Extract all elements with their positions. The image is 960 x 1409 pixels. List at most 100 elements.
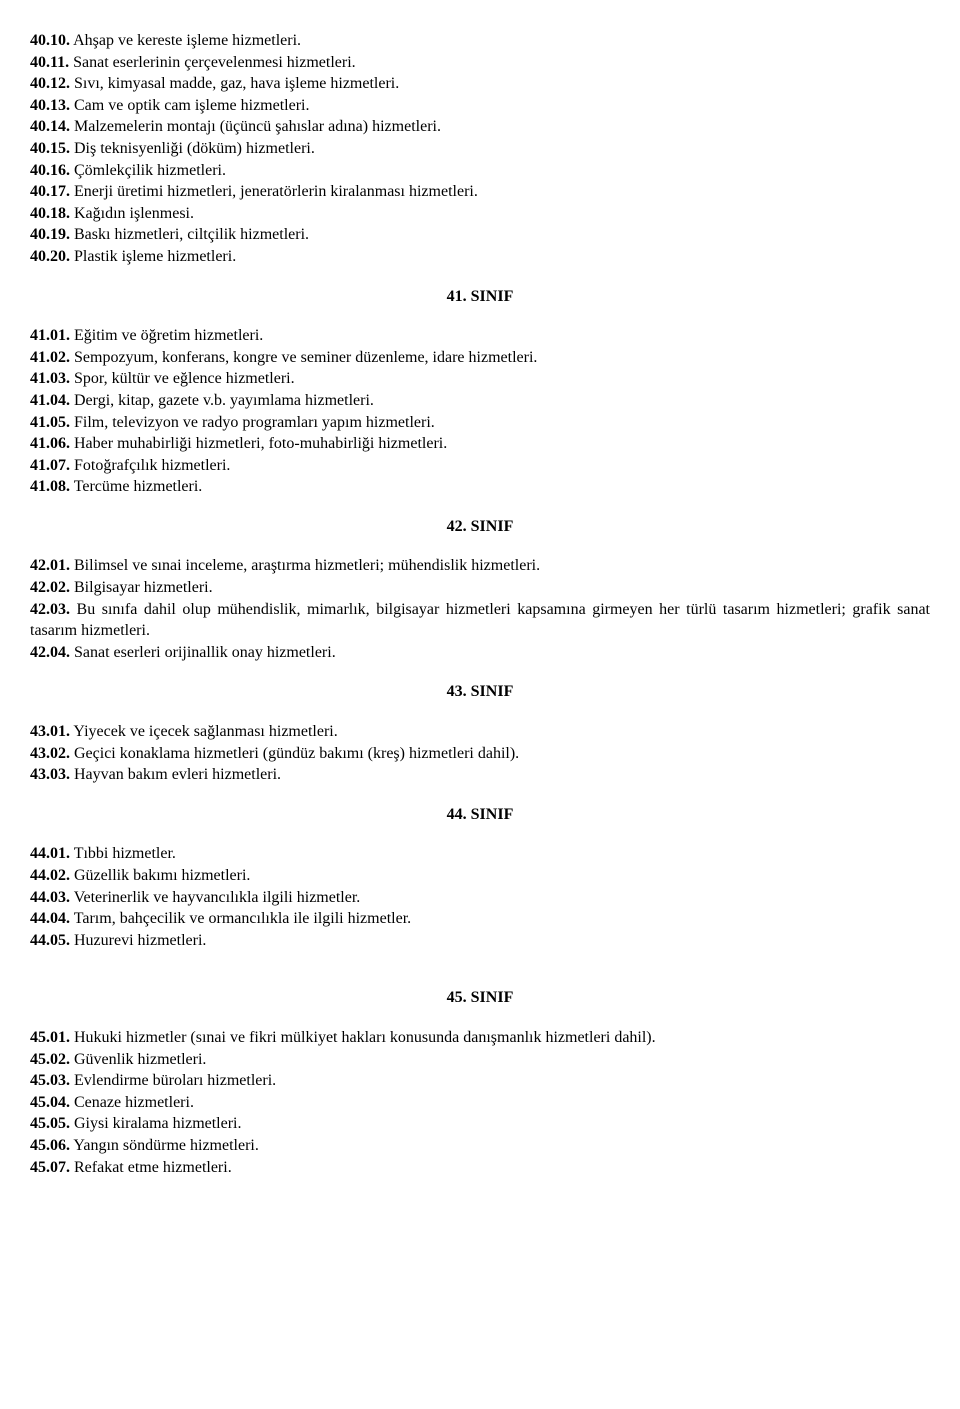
list-item: 43.03. Hayvan bakım evleri hizmetleri. xyxy=(30,764,930,786)
heading-42: 42. SINIF xyxy=(30,516,930,538)
list-item: 40.15. Diş teknisyenliği (döküm) hizmetl… xyxy=(30,138,930,160)
section-42: 42.01. Bilimsel ve sınai inceleme, araşt… xyxy=(30,555,930,663)
item-number: 40.16. xyxy=(30,162,70,179)
item-number: 40.17. xyxy=(30,183,70,200)
item-number: 45.07. xyxy=(30,1159,70,1176)
item-text: Veterinerlik ve hayvancılıkla ilgili hiz… xyxy=(70,889,360,906)
item-number: 45.06. xyxy=(30,1137,70,1154)
item-number: 42.03. xyxy=(30,601,70,618)
item-text: Tercüme hizmetleri. xyxy=(70,478,202,495)
item-number: 45.01. xyxy=(30,1029,70,1046)
item-number: 42.01. xyxy=(30,557,70,574)
list-item: 43.02. Geçici konaklama hizmetleri (günd… xyxy=(30,743,930,765)
list-item: 44.03. Veterinerlik ve hayvancılıkla ilg… xyxy=(30,887,930,909)
item-text: Giysi kiralama hizmetleri. xyxy=(70,1115,242,1132)
list-item: 44.02. Güzellik bakımı hizmetleri. xyxy=(30,865,930,887)
section-40-continued: 40.10. Ahşap ve kereste işleme hizmetler… xyxy=(30,30,930,268)
item-text: Evlendirme büroları hizmetleri. xyxy=(70,1072,276,1089)
item-number: 43.03. xyxy=(30,766,70,783)
item-text: Sempozyum, konferans, kongre ve seminer … xyxy=(70,349,537,366)
item-text: Sanat eserleri orijinallik onay hizmetle… xyxy=(70,644,336,661)
item-text: Güvenlik hizmetleri. xyxy=(70,1051,206,1068)
item-number: 44.03. xyxy=(30,889,70,906)
list-item: 44.01. Tıbbi hizmetler. xyxy=(30,843,930,865)
list-item: 45.06. Yangın söndürme hizmetleri. xyxy=(30,1135,930,1157)
item-number: 40.20. xyxy=(30,248,70,265)
item-text: Film, televizyon ve radyo programları ya… xyxy=(70,414,435,431)
item-number: 40.13. xyxy=(30,97,70,114)
heading-45: 45. SINIF xyxy=(30,987,930,1009)
list-item: 43.01. Yiyecek ve içecek sağlanması hizm… xyxy=(30,721,930,743)
item-text: Cenaze hizmetleri. xyxy=(70,1094,194,1111)
item-text: Çömlekçilik hizmetleri. xyxy=(70,162,226,179)
item-text: Tarım, bahçecilik ve ormancılıkla ile il… xyxy=(70,910,411,927)
item-text: Kağıdın işlenmesi. xyxy=(70,205,194,222)
item-number: 41.02. xyxy=(30,349,70,366)
list-item: 40.14. Malzemelerin montajı (üçüncü şahı… xyxy=(30,116,930,138)
item-text: Geçici konaklama hizmetleri (gündüz bakı… xyxy=(70,745,519,762)
item-number: 40.14. xyxy=(30,118,70,135)
item-number: 40.15. xyxy=(30,140,70,157)
list-item: 44.04. Tarım, bahçecilik ve ormancılıkla… xyxy=(30,908,930,930)
item-number: 45.05. xyxy=(30,1115,70,1132)
item-number: 44.04. xyxy=(30,910,70,927)
heading-41: 41. SINIF xyxy=(30,286,930,308)
item-number: 43.01. xyxy=(30,723,70,740)
list-item: 42.04. Sanat eserleri orijinallik onay h… xyxy=(30,642,930,664)
item-number: 45.04. xyxy=(30,1094,70,1111)
item-text: Malzemelerin montajı (üçüncü şahıslar ad… xyxy=(70,118,441,135)
item-text: Cam ve optik cam işleme hizmetleri. xyxy=(70,97,309,114)
list-item: 45.07. Refakat etme hizmetleri. xyxy=(30,1157,930,1179)
item-text: Fotoğrafçılık hizmetleri. xyxy=(70,457,230,474)
list-item: 41.04. Dergi, kitap, gazete v.b. yayımla… xyxy=(30,390,930,412)
list-item: 45.02. Güvenlik hizmetleri. xyxy=(30,1049,930,1071)
list-item: 40.20. Plastik işleme hizmetleri. xyxy=(30,246,930,268)
item-text: Baskı hizmetleri, ciltçilik hizmetleri. xyxy=(70,226,309,243)
item-text: Spor, kültür ve eğlence hizmetleri. xyxy=(70,370,295,387)
item-text: Hayvan bakım evleri hizmetleri. xyxy=(70,766,281,783)
list-item: 41.08. Tercüme hizmetleri. xyxy=(30,476,930,498)
list-item: 40.10. Ahşap ve kereste işleme hizmetler… xyxy=(30,30,930,52)
item-text: Hukuki hizmetler (sınai ve fikri mülkiye… xyxy=(70,1029,656,1046)
item-number: 40.18. xyxy=(30,205,70,222)
item-number: 41.08. xyxy=(30,478,70,495)
item-number: 41.03. xyxy=(30,370,70,387)
item-number: 41.05. xyxy=(30,414,70,431)
item-number: 42.02. xyxy=(30,579,70,596)
item-text: Eğitim ve öğretim hizmetleri. xyxy=(70,327,263,344)
list-item: 41.05. Film, televizyon ve radyo program… xyxy=(30,412,930,434)
list-item: 45.01. Hukuki hizmetler (sınai ve fikri … xyxy=(30,1027,930,1049)
list-item: 40.12. Sıvı, kimyasal madde, gaz, hava i… xyxy=(30,73,930,95)
item-number: 44.05. xyxy=(30,932,70,949)
list-item: 42.01. Bilimsel ve sınai inceleme, araşt… xyxy=(30,555,930,577)
list-item: 40.19. Baskı hizmetleri, ciltçilik hizme… xyxy=(30,224,930,246)
item-number: 40.12. xyxy=(30,75,70,92)
item-text: Sanat eserlerinin çerçevelenmesi hizmetl… xyxy=(69,54,356,71)
item-text: Bilimsel ve sınai inceleme, araştırma hi… xyxy=(70,557,540,574)
list-item: 40.16. Çömlekçilik hizmetleri. xyxy=(30,160,930,182)
item-text: Enerji üretimi hizmetleri, jeneratörleri… xyxy=(70,183,478,200)
list-item: 41.03. Spor, kültür ve eğlence hizmetler… xyxy=(30,368,930,390)
heading-43: 43. SINIF xyxy=(30,681,930,703)
item-number: 41.07. xyxy=(30,457,70,474)
list-item: 41.06. Haber muhabirliği hizmetleri, fot… xyxy=(30,433,930,455)
section-44: 44.01. Tıbbi hizmetler.44.02. Güzellik b… xyxy=(30,843,930,951)
item-number: 40.10. xyxy=(30,32,70,49)
item-text: Yangın söndürme hizmetleri. xyxy=(70,1137,259,1154)
list-item: 41.07. Fotoğrafçılık hizmetleri. xyxy=(30,455,930,477)
item-number: 40.19. xyxy=(30,226,70,243)
item-number: 45.02. xyxy=(30,1051,70,1068)
item-text: Plastik işleme hizmetleri. xyxy=(70,248,236,265)
list-item: 45.04. Cenaze hizmetleri. xyxy=(30,1092,930,1114)
list-item: 40.18. Kağıdın işlenmesi. xyxy=(30,203,930,225)
item-number: 41.04. xyxy=(30,392,70,409)
list-item: 45.05. Giysi kiralama hizmetleri. xyxy=(30,1113,930,1135)
item-number: 40.11. xyxy=(30,54,69,71)
item-text: Sıvı, kimyasal madde, gaz, hava işleme h… xyxy=(70,75,399,92)
item-text: Refakat etme hizmetleri. xyxy=(70,1159,232,1176)
item-number: 41.06. xyxy=(30,435,70,452)
list-item: 42.03. Bu sınıfa dahil olup mühendislik,… xyxy=(30,599,930,642)
item-number: 44.01. xyxy=(30,845,70,862)
list-item: 42.02. Bilgisayar hizmetleri. xyxy=(30,577,930,599)
item-number: 43.02. xyxy=(30,745,70,762)
